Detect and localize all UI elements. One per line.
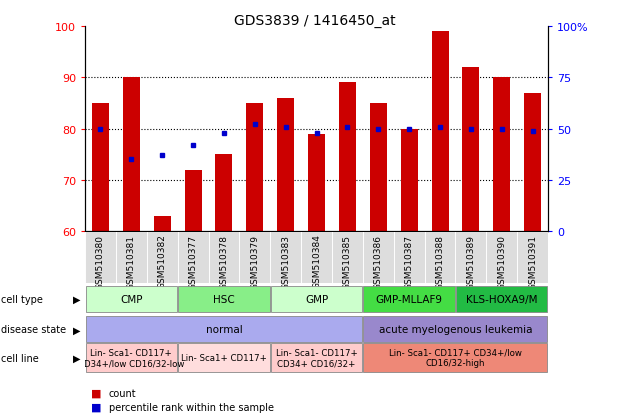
Text: ■: ■ (91, 402, 102, 412)
Bar (364, 343, 547, 373)
Text: GSM510381: GSM510381 (127, 234, 136, 289)
Text: KLS-HOXA9/M: KLS-HOXA9/M (466, 294, 537, 304)
Bar (432, 32, 449, 232)
Bar (178, 343, 270, 373)
Text: cell line: cell line (1, 353, 38, 363)
Text: disease state: disease state (1, 325, 66, 335)
Text: HSC: HSC (213, 294, 235, 304)
Text: GMP-MLLAF9: GMP-MLLAF9 (375, 294, 443, 304)
Text: GSM510377: GSM510377 (188, 234, 198, 289)
Bar (154, 216, 171, 232)
Text: percentile rank within the sample: percentile rank within the sample (109, 402, 274, 412)
Text: GDS3839 / 1416450_at: GDS3839 / 1416450_at (234, 14, 396, 28)
Bar (277, 99, 294, 232)
Bar (370, 104, 387, 232)
Text: GSM510388: GSM510388 (435, 234, 445, 289)
Text: normal: normal (205, 325, 243, 335)
Text: GSM510382: GSM510382 (158, 234, 167, 289)
Text: GSM510386: GSM510386 (374, 234, 383, 289)
Bar (462, 68, 479, 232)
Text: Lin- Sca1- CD117+ CD34+/low
CD16/32-high: Lin- Sca1- CD117+ CD34+/low CD16/32-high (389, 348, 522, 367)
Bar (215, 155, 232, 232)
Text: GSM510390: GSM510390 (497, 234, 507, 289)
Bar (364, 317, 547, 342)
Bar (401, 129, 418, 232)
Text: GSM510387: GSM510387 (404, 234, 414, 289)
Bar (271, 343, 362, 373)
Bar (339, 83, 356, 232)
Bar (86, 317, 362, 342)
Bar (185, 170, 202, 232)
Bar (178, 287, 270, 312)
Text: GSM510385: GSM510385 (343, 234, 352, 289)
Text: CMP: CMP (120, 294, 142, 304)
Text: GSM510391: GSM510391 (528, 234, 537, 289)
Text: Lin- Sca1- CD117+
CD34+ CD16/32+: Lin- Sca1- CD117+ CD34+ CD16/32+ (276, 348, 357, 367)
Bar (246, 104, 263, 232)
Text: count: count (109, 388, 137, 398)
Text: acute myelogenous leukemia: acute myelogenous leukemia (379, 325, 532, 335)
Text: ▶: ▶ (73, 294, 81, 304)
Text: Lin- Sca1+ CD117+: Lin- Sca1+ CD117+ (181, 353, 267, 362)
Bar (86, 343, 177, 373)
Text: ■: ■ (91, 388, 102, 398)
Bar (524, 93, 541, 232)
Bar (493, 78, 510, 232)
Bar (92, 104, 109, 232)
Text: GSM510380: GSM510380 (96, 234, 105, 289)
Text: GSM510383: GSM510383 (281, 234, 290, 289)
Text: GSM510378: GSM510378 (219, 234, 229, 289)
Text: GMP: GMP (305, 294, 328, 304)
Text: Lin- Sca1- CD117+
CD34+/low CD16/32-low: Lin- Sca1- CD117+ CD34+/low CD16/32-low (78, 348, 185, 367)
Bar (456, 287, 547, 312)
Text: cell type: cell type (1, 294, 42, 304)
Bar (271, 287, 362, 312)
Bar (364, 287, 455, 312)
Text: GSM510379: GSM510379 (250, 234, 260, 289)
Text: ▶: ▶ (73, 325, 81, 335)
Text: GSM510384: GSM510384 (312, 234, 321, 289)
Bar (86, 287, 177, 312)
Bar (123, 78, 140, 232)
Text: GSM510389: GSM510389 (466, 234, 476, 289)
Text: ▶: ▶ (73, 353, 81, 363)
Bar (308, 134, 325, 232)
